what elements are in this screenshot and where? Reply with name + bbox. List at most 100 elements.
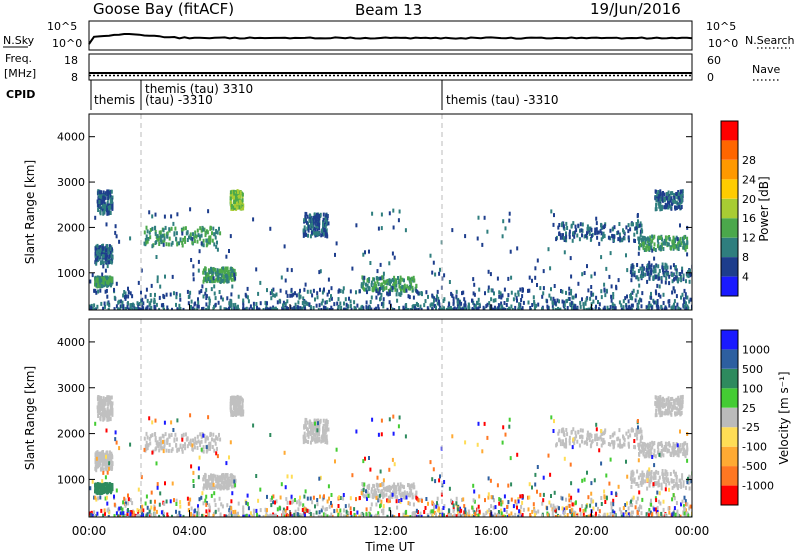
velocity-pixel (420, 514, 423, 517)
velocity-pixel (671, 485, 674, 490)
velocity-pixel (660, 411, 663, 416)
power-pixel (95, 248, 98, 253)
velocity-pixel (104, 452, 107, 457)
power-pixel (618, 232, 621, 237)
power-pixel (197, 259, 200, 264)
power-pixel (111, 255, 114, 260)
velocity-pixel (156, 440, 159, 445)
power-pixel (165, 242, 168, 247)
power-pixel (516, 246, 519, 251)
power-pixel (640, 304, 643, 309)
velocity-pixel (613, 431, 616, 436)
power-pixel (659, 235, 662, 240)
power-pixel (668, 195, 671, 200)
velocity-pixel (529, 513, 532, 517)
power-pixel (611, 302, 614, 307)
power-pixel (199, 226, 202, 231)
velocity-pixel (232, 397, 235, 402)
power-pixel (672, 286, 675, 291)
power-pixel (600, 222, 603, 227)
power-pixel (318, 226, 321, 230)
power-pixel (237, 304, 239, 309)
power-pixel (363, 275, 366, 280)
power-pixel (259, 301, 262, 306)
velocity-pixel (311, 428, 314, 433)
power-pixel (114, 224, 117, 229)
power-pixel (573, 234, 576, 239)
velocity-pixel (178, 515, 181, 517)
velocity-pixel (650, 478, 653, 482)
power-pixel (650, 245, 653, 250)
velocity-pixel (145, 440, 148, 445)
power-pixel (207, 237, 210, 242)
velocity-pixel (386, 514, 389, 517)
power-pixel (129, 236, 132, 241)
velocity-pixel (269, 498, 272, 502)
power-pixel (596, 230, 599, 235)
power-pixel (379, 262, 382, 267)
power-pixel (99, 245, 102, 250)
power-pixel (346, 307, 349, 310)
power-pixel (421, 292, 423, 297)
power-pixel (590, 227, 593, 232)
velocity-pixel (312, 512, 315, 517)
power-pixel (105, 280, 108, 285)
power-pixel (468, 306, 471, 310)
velocity-pixel (233, 411, 235, 416)
power-pixel (181, 241, 184, 245)
power-pixel (230, 292, 233, 297)
power-pixel (552, 301, 555, 306)
velocity-pixel (669, 472, 672, 476)
velocity-pixel (672, 469, 675, 474)
power-pixel (672, 192, 675, 197)
velocity-pixel (410, 483, 413, 488)
velocity-pixel (603, 430, 606, 435)
velocity-pixel (94, 460, 97, 465)
velocity-pixel (125, 501, 127, 506)
velocity-pixel (631, 497, 634, 502)
power-pixel (196, 228, 199, 233)
power-pixel (662, 292, 665, 297)
velocity-pixel (199, 432, 202, 437)
power-pixel (209, 240, 211, 245)
power-pixel (182, 226, 185, 231)
power-pixel (388, 278, 391, 283)
velocity-pixel (107, 417, 110, 422)
power-pixel (432, 260, 435, 265)
power-pixel (659, 192, 662, 197)
velocity-pixel (310, 436, 313, 441)
power-pixel (562, 233, 564, 238)
velocity-pixel (663, 447, 666, 452)
velocity-pixel (586, 433, 589, 438)
power-pixel (377, 304, 380, 309)
power-pixel (224, 278, 227, 283)
velocity-pixel (373, 484, 376, 489)
velocity-pixel (324, 422, 327, 427)
power-pixel (106, 244, 109, 248)
velocity-pixel (557, 514, 560, 517)
velocity-pixel (211, 445, 214, 449)
velocity-pixel (423, 510, 426, 514)
velocity-pixel (384, 487, 387, 492)
power-pixel (285, 306, 288, 310)
power-pixel (438, 299, 440, 304)
velocity-pixel (225, 484, 228, 489)
power-pixel (501, 293, 504, 298)
power-pixel (398, 209, 401, 214)
velocity-pixel (370, 489, 373, 494)
velocity-pixel (320, 435, 323, 440)
power-pixel (238, 205, 241, 210)
power-pixel (216, 230, 219, 235)
velocity-pixel (396, 495, 399, 500)
power-pixel (394, 280, 397, 285)
velocity-pixel (241, 404, 244, 409)
power-pixel (229, 302, 232, 307)
power-pixel (125, 294, 127, 299)
velocity-pixel (159, 436, 162, 441)
power-pixel (262, 308, 265, 310)
power-pixel (97, 196, 100, 201)
velocity-pixel (660, 482, 663, 487)
velocity-pixel (223, 481, 226, 485)
velocity-pixel (665, 401, 668, 406)
power-pixel (648, 275, 651, 280)
